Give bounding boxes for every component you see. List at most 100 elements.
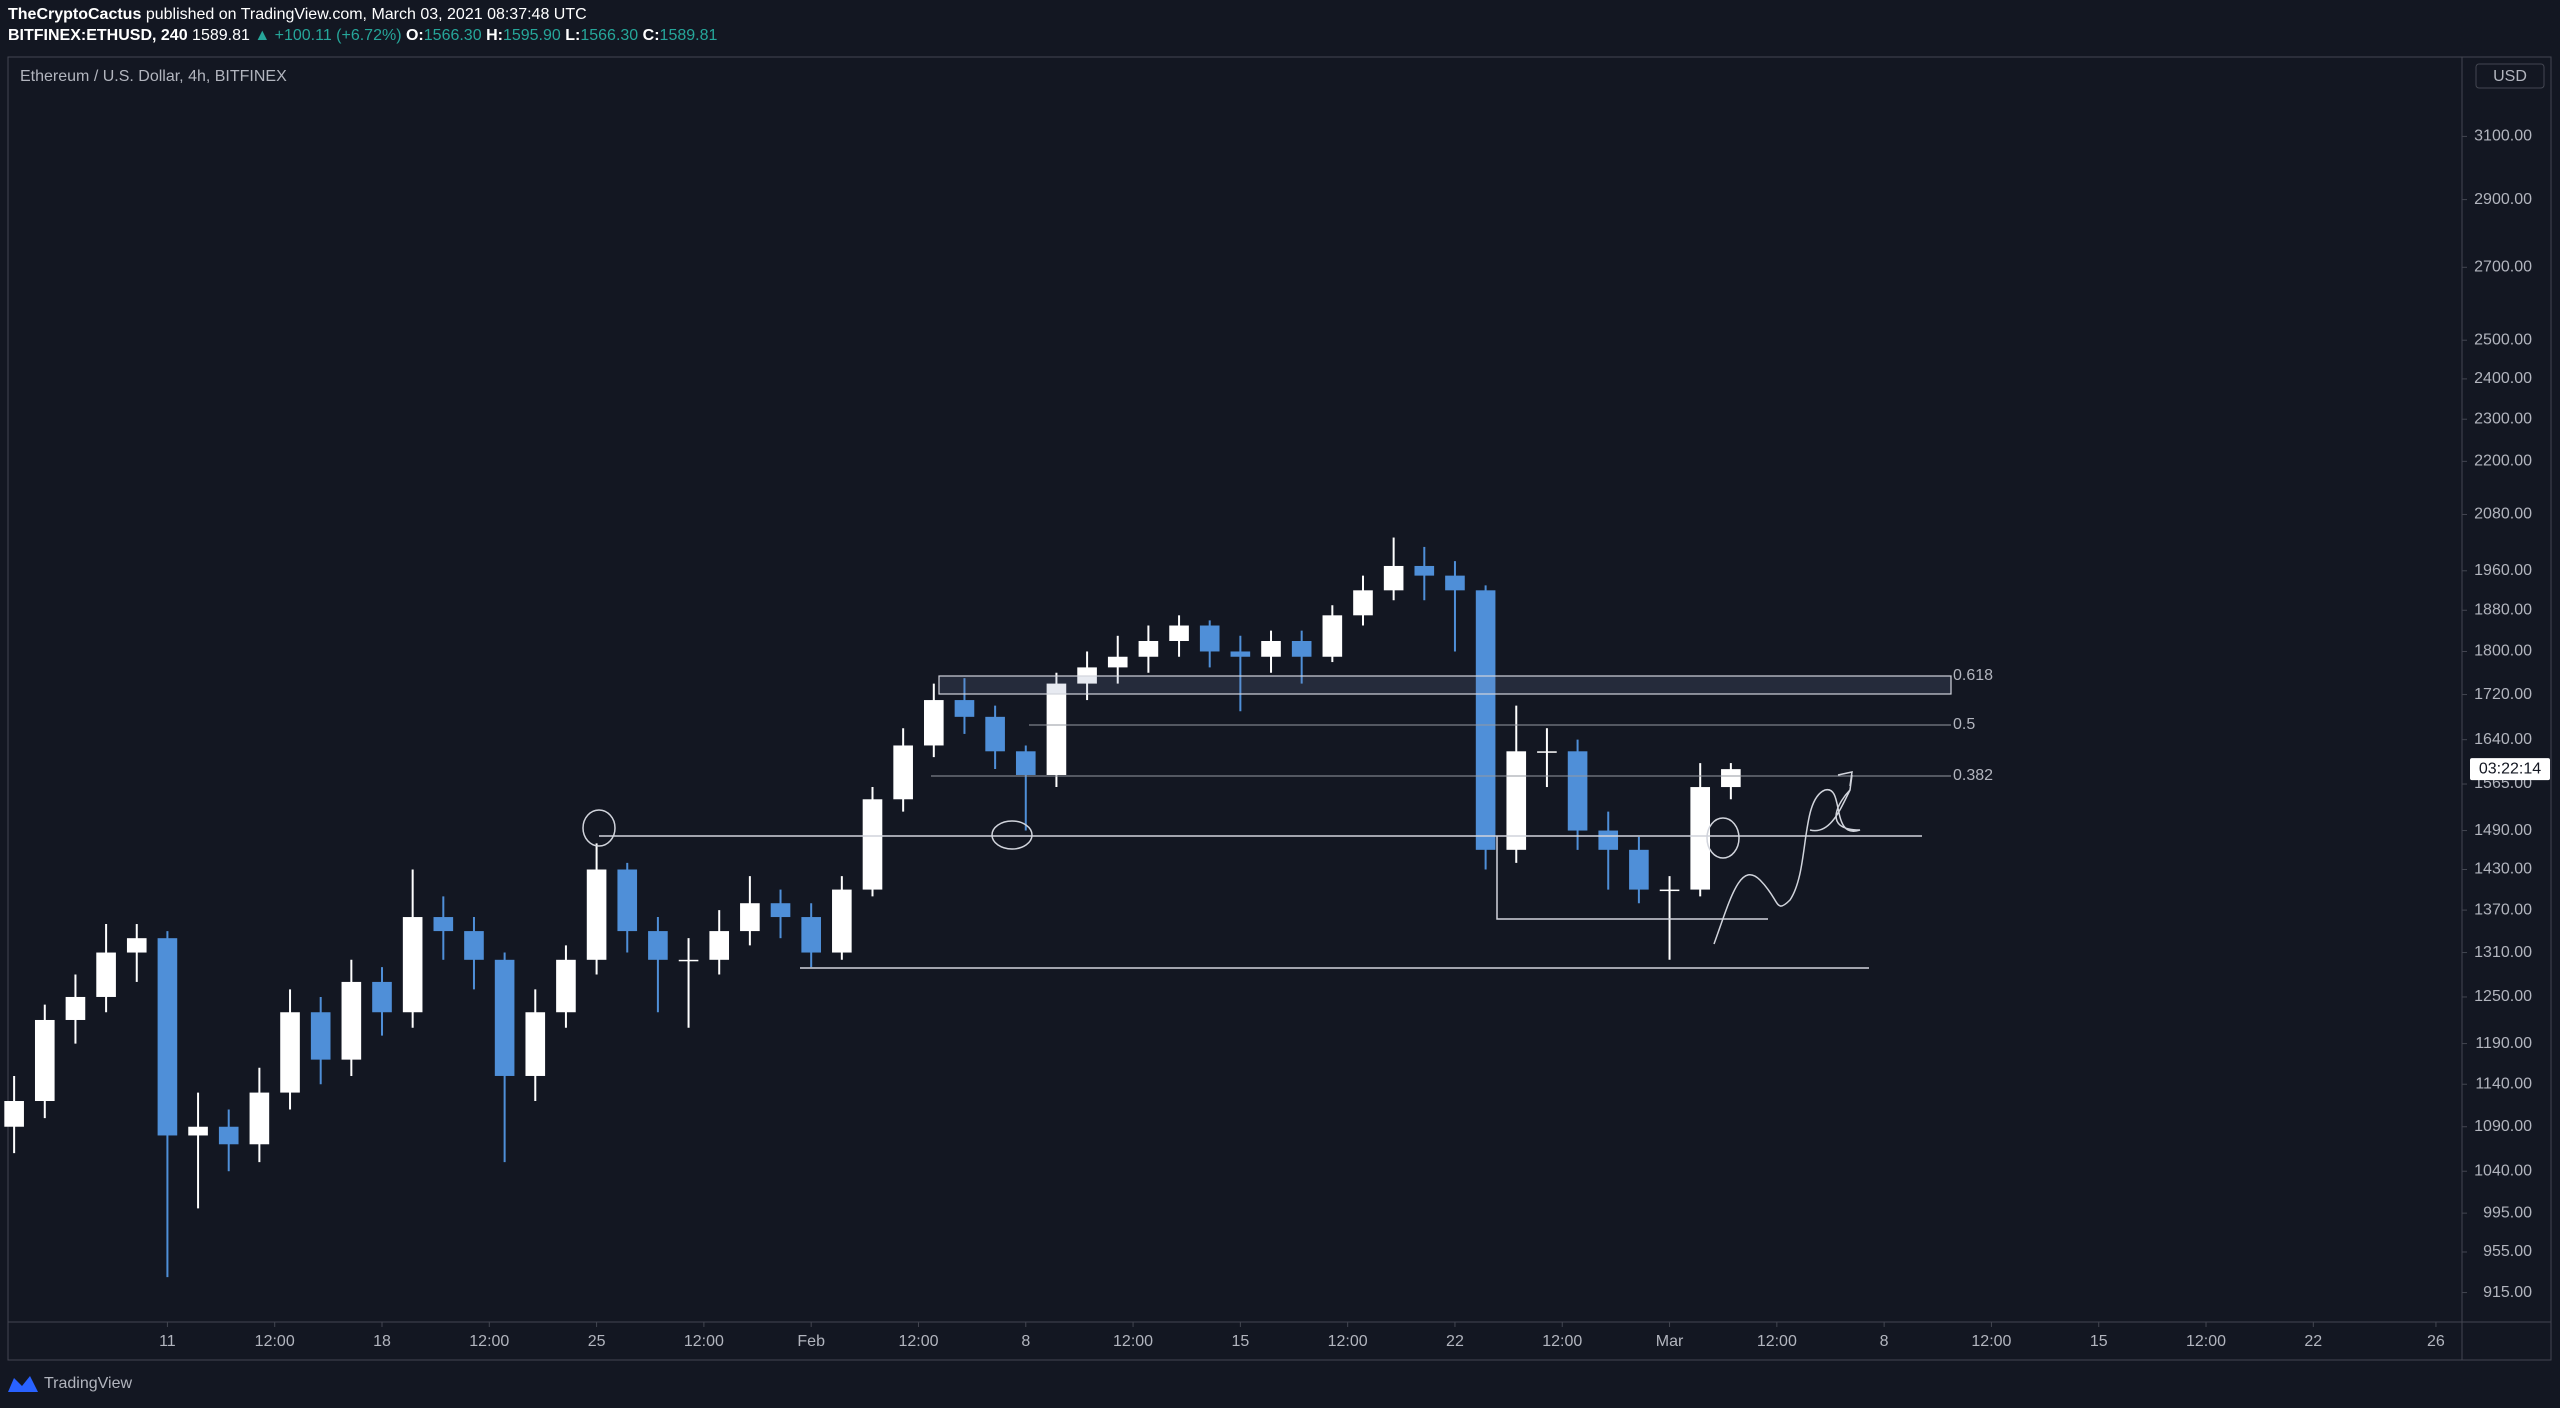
x-tick-label: 12:00 (469, 1333, 509, 1350)
logo (8, 1376, 38, 1392)
y-tick-label: 2400.00 (2474, 370, 2532, 387)
x-tick-label: 11 (159, 1333, 176, 1350)
candle-body (862, 799, 883, 890)
candle-body (1199, 625, 1220, 652)
x-tick-label: 26 (2427, 1333, 2445, 1350)
circle-mark (1706, 817, 1740, 859)
x-tick-label: 12:00 (1328, 1333, 1368, 1350)
x-tick-label: 12:00 (1542, 1333, 1582, 1350)
x-tick-label: 12:00 (2186, 1333, 2226, 1350)
header-line-2: BITFINEX:ETHUSD, 240 1589.81 ▲ +100.11 (… (8, 27, 717, 44)
candle-body (188, 1126, 208, 1136)
projection-path (1713, 789, 1861, 945)
y-tick-label: 1720.00 (2474, 686, 2532, 703)
candle-body (310, 1012, 331, 1060)
candle-body (402, 917, 423, 1013)
header-line-1: TheCryptoCactus published on TradingView… (8, 6, 587, 23)
y-tick-label: 1310.00 (2474, 944, 2532, 961)
y-tick-label: 1960.00 (2474, 562, 2532, 579)
candle-body (1629, 849, 1649, 890)
candle-body (923, 700, 944, 746)
candle-body (617, 869, 638, 932)
ohlc-value: 1589.81 (660, 27, 718, 44)
brand-name: TradingView (44, 1375, 132, 1392)
candle-body (954, 700, 975, 717)
candle-body (1506, 751, 1527, 850)
y-tick-label: 1880.00 (2474, 601, 2532, 618)
y-tick-label: 2500.00 (2474, 331, 2532, 348)
fib-label: 0.5 (1953, 716, 1975, 733)
chart-title: Ethereum / U.S. Dollar, 4h, BITFINEX (20, 68, 287, 85)
candle-body (648, 931, 668, 960)
currency-badge (2475, 63, 2545, 89)
x-tick-label: 18 (373, 1333, 391, 1350)
x-tick-label: 15 (1231, 1333, 1249, 1350)
candle-body (1414, 565, 1435, 576)
ohlc-value: 1595.90 (503, 27, 561, 44)
published: published on TradingView.com, March 03, … (146, 6, 587, 23)
x-tick-label: Feb (797, 1333, 825, 1350)
y-tick-label: 1640.00 (2474, 731, 2532, 748)
candle-body (556, 959, 576, 1013)
frame (7, 56, 2552, 1361)
candle-body (494, 959, 515, 1076)
candle-body (832, 889, 852, 953)
candle-body (770, 903, 791, 918)
y-tick-label: 1040.00 (2474, 1162, 2532, 1179)
y-tick-label: 1140.00 (2475, 1075, 2532, 1092)
candle-body (65, 996, 86, 1020)
candle-body (1721, 769, 1741, 788)
ohlc-value: 1566.30 (580, 27, 638, 44)
y-tick-label: 1090.00 (2474, 1118, 2532, 1135)
y-tick-label: 2080.00 (2474, 506, 2532, 523)
ohlc-label: H: (486, 27, 503, 44)
candle-body (1598, 830, 1619, 850)
y-tick-label: 2700.00 (2474, 259, 2532, 276)
ohlc-label: C: (643, 27, 660, 44)
y-tick-label: 1370.00 (2474, 901, 2532, 918)
y-tick-label: 1490.00 (2474, 822, 2532, 839)
x-tick-label: 12:00 (1971, 1333, 2011, 1350)
circle-mark (582, 809, 616, 847)
candle-body (1046, 683, 1067, 775)
candle-body (464, 931, 484, 960)
candle-body (1261, 641, 1281, 657)
brand: TradingView (8, 1375, 132, 1392)
candle-body (372, 981, 392, 1013)
candle-body (433, 917, 454, 932)
x-tick-label: 8 (1880, 1333, 1889, 1350)
last-price: 1589.81 (192, 27, 250, 44)
y-tick-label: 2900.00 (2474, 191, 2532, 208)
candle-body (34, 1019, 55, 1102)
candle-body (4, 1101, 24, 1127)
y-tick-label: 2300.00 (2474, 410, 2532, 427)
y-tick-label: 1190.00 (2475, 1035, 2532, 1052)
projection-path (1809, 774, 1853, 832)
candle-body (525, 1012, 546, 1076)
candle-body (1567, 751, 1588, 831)
x-tick-label: 12:00 (684, 1333, 724, 1350)
candle-body (218, 1126, 239, 1145)
candle-body (1138, 641, 1159, 657)
y-tick-label: 995.00 (2483, 1204, 2532, 1221)
candle-body (1445, 575, 1465, 591)
x-tick-label: Mar (1656, 1333, 1684, 1350)
x-tick-label: 12:00 (1113, 1333, 1153, 1350)
change: ▲ +100.11 (+6.72%) (254, 27, 401, 44)
author: TheCryptoCactus (8, 6, 141, 23)
y-tick-label: 2200.00 (2474, 453, 2532, 470)
candle-body (280, 1012, 300, 1093)
candle-body (1169, 625, 1189, 642)
x-tick-label: 8 (1021, 1333, 1030, 1350)
countdown-badge (2470, 758, 2550, 781)
candle-body (801, 917, 821, 953)
candle-body (1690, 787, 1711, 890)
y-tick-label: 915.00 (2483, 1284, 2532, 1301)
candle-body (1015, 751, 1036, 775)
x-tick-label: 12:00 (898, 1333, 938, 1350)
candle-body (893, 745, 913, 800)
candle-body (678, 959, 699, 962)
range-box (1496, 836, 1768, 920)
